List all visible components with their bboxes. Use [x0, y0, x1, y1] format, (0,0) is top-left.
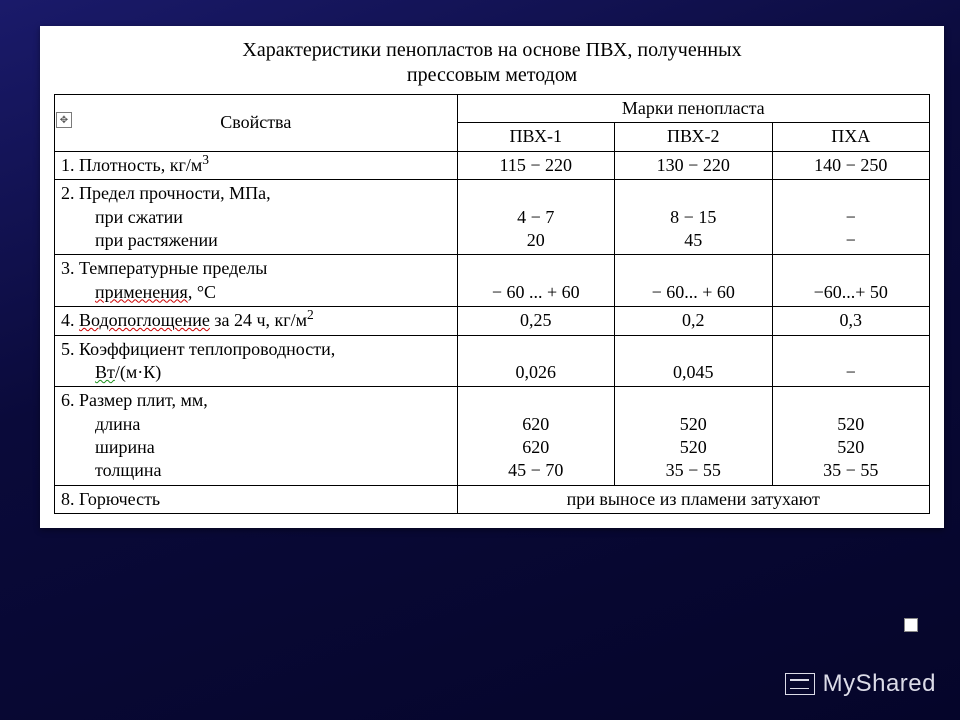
- property-cell: 8. Горючесть: [55, 485, 458, 513]
- property-cell: 4. Водопоглощение за 24 ч, кг/м2: [55, 307, 458, 335]
- value-cell-2: − 60... + 60: [615, 255, 773, 307]
- property-cell: 1. Плотность, кг/м3: [55, 151, 458, 179]
- header-col-2: ПВХ-2: [615, 123, 773, 151]
- value-cell-1: 4 − 720: [457, 180, 615, 255]
- value-cell-3: −: [772, 335, 930, 387]
- header-brands: Марки пенопласта: [457, 95, 930, 123]
- value-cell-2: 52052035 − 55: [615, 387, 773, 486]
- table-row: 1. Плотность, кг/м3115 − 220130 − 220140…: [55, 151, 930, 179]
- watermark-text: MyShared: [823, 670, 936, 698]
- value-cell-1: 115 − 220: [457, 151, 615, 179]
- value-cell-3: 140 − 250: [772, 151, 930, 179]
- table-card: ✥ Характеристики пенопластов на основе П…: [40, 26, 944, 528]
- table-row: 2. Предел прочности, МПа,при сжатиипри р…: [55, 180, 930, 255]
- value-cell-span: при выносе из пламени затухают: [457, 485, 930, 513]
- title-line-1: Характеристики пенопластов на основе ПВХ…: [242, 39, 741, 61]
- header-properties: Свойства: [55, 95, 458, 152]
- header-col-1: ПВХ-1: [457, 123, 615, 151]
- table-body: 1. Плотность, кг/м3115 − 220130 − 220140…: [55, 151, 930, 513]
- value-cell-1: 62062045 − 70: [457, 387, 615, 486]
- watermark: MyShared: [785, 670, 936, 698]
- value-cell-2: 0,045: [615, 335, 773, 387]
- table-head: Свойства Марки пенопласта ПВХ-1 ПВХ-2 ПХ…: [55, 95, 930, 152]
- properties-table: Свойства Марки пенопласта ПВХ-1 ПВХ-2 ПХ…: [54, 94, 930, 514]
- value-cell-1: 0,25: [457, 307, 615, 335]
- table-row: 4. Водопоглощение за 24 ч, кг/м20,250,20…: [55, 307, 930, 335]
- value-cell-3: 0,3: [772, 307, 930, 335]
- title-line-2: прессовым методом: [407, 64, 577, 86]
- table-row: 6. Размер плит, мм,длинаширинатолщина 62…: [55, 387, 930, 486]
- value-cell-2: 8 − 1545: [615, 180, 773, 255]
- property-cell: 3. Температурные пределыприменения, °С: [55, 255, 458, 307]
- table-title: Характеристики пенопластов на основе ПВХ…: [54, 38, 930, 88]
- property-cell: 6. Размер плит, мм,длинаширинатолщина: [55, 387, 458, 486]
- move-handle-icon[interactable]: ✥: [56, 112, 72, 128]
- value-cell-3: −−: [772, 180, 930, 255]
- header-row-1: Свойства Марки пенопласта: [55, 95, 930, 123]
- table-row: 8. Горючестьпри выносе из пламени затуха…: [55, 485, 930, 513]
- property-cell: 2. Предел прочности, МПа,при сжатиипри р…: [55, 180, 458, 255]
- table-row: 3. Температурные пределыприменения, °С −…: [55, 255, 930, 307]
- value-cell-3: 52052035 − 55: [772, 387, 930, 486]
- value-cell-1: − 60 ... + 60: [457, 255, 615, 307]
- slide: ✥ Характеристики пенопластов на основе П…: [0, 0, 960, 720]
- table-row: 5. Коэффициент теплопроводности,Вт/(м·К)…: [55, 335, 930, 387]
- value-cell-1: 0,026: [457, 335, 615, 387]
- table-resize-handle-icon[interactable]: [904, 618, 918, 632]
- watermark-icon: [785, 673, 815, 695]
- header-col-3: ПХА: [772, 123, 930, 151]
- value-cell-3: −60...+ 50: [772, 255, 930, 307]
- value-cell-2: 130 − 220: [615, 151, 773, 179]
- value-cell-2: 0,2: [615, 307, 773, 335]
- property-cell: 5. Коэффициент теплопроводности,Вт/(м·К): [55, 335, 458, 387]
